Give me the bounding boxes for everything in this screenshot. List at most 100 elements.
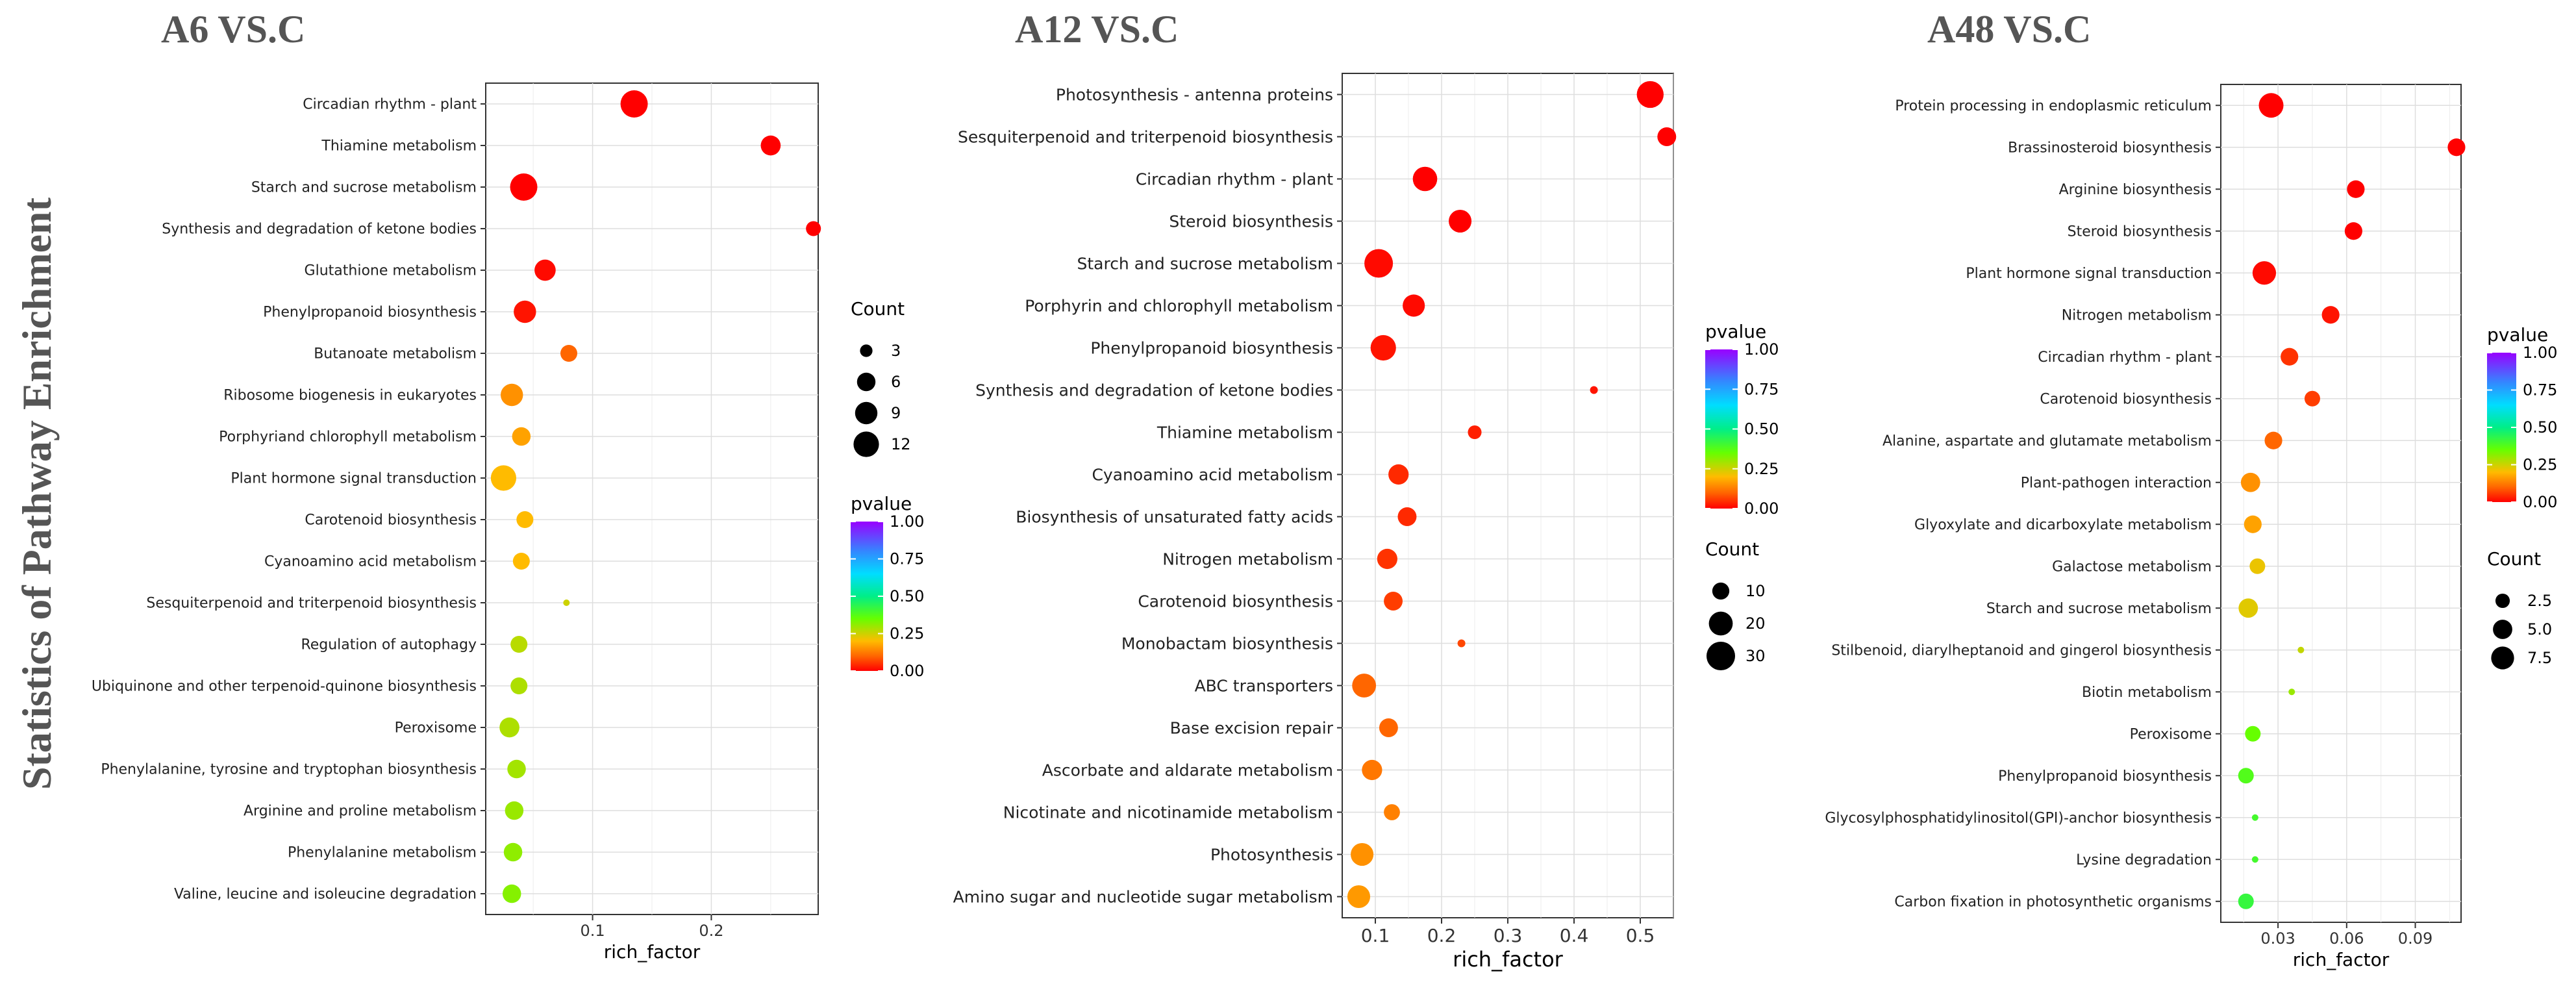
data-point xyxy=(507,759,526,779)
category-label: Porphyrin and chlorophyll metabolism xyxy=(1025,296,1333,315)
legend-colorbar-label: 0.00 xyxy=(890,662,924,680)
legend-colorbar-label: 0.00 xyxy=(2523,493,2557,511)
category-label: Synthesis and degradation of ketone bodi… xyxy=(162,221,477,238)
category-label: Porphyriand chlorophyll metabolism xyxy=(219,429,477,446)
category-label: Plant hormone signal transduction xyxy=(1966,266,2212,282)
legend-colorbar xyxy=(851,522,883,671)
data-point xyxy=(2238,598,2258,618)
category-label: Cyanoamino acid metabolism xyxy=(1092,465,1333,484)
legend-colorbar-label: 0.75 xyxy=(1744,380,1779,398)
x-axis-label: rich_factor xyxy=(2293,949,2390,970)
category-label: Steroid biosynthesis xyxy=(2068,223,2212,240)
x-tick-label: 0.1 xyxy=(1361,925,1390,946)
category-label: Ribosome biogenesis in eukaryotes xyxy=(223,388,477,404)
category-label: Starch and sucrose metabolism xyxy=(1077,254,1333,273)
category-label: Glutathione metabolism xyxy=(305,263,477,279)
data-point xyxy=(1388,464,1409,485)
side-title: Statistics of Pathway Enrichment xyxy=(14,197,60,790)
data-point xyxy=(510,173,538,201)
category-label: Butanoate metabolism xyxy=(314,346,477,362)
category-label: Galactose metabolism xyxy=(2052,559,2212,575)
category-label: Nicotinate and nicotinamide metabolism xyxy=(1003,803,1333,822)
legend-colorbar-label: 0.25 xyxy=(2523,456,2557,474)
category-label: Thiamine metabolism xyxy=(321,138,477,155)
legend-size-label: 2.5 xyxy=(2527,592,2552,610)
category-label: Biosynthesis of unsaturated fatty acids xyxy=(1016,507,1333,526)
data-point xyxy=(2304,390,2320,407)
data-point xyxy=(1457,639,1466,648)
category-label: Glyoxylate and dicarboxylate metabolism xyxy=(1914,517,2212,533)
x-tick-label: 0.3 xyxy=(1494,925,1523,946)
x-tick-label: 0.4 xyxy=(1560,925,1589,946)
category-label: Brassinosteroid biosynthesis xyxy=(2008,140,2212,156)
category-label: Ubiquinone and other terpenoid-quinone b… xyxy=(92,679,477,695)
category-label: Plant hormone signal transduction xyxy=(231,471,477,487)
data-point xyxy=(1468,425,1482,440)
data-point xyxy=(560,345,577,362)
category-label: Thiamine metabolism xyxy=(1157,423,1333,442)
data-point xyxy=(2238,893,2254,909)
category-label: Sesquiterpenoid and triterpenoid biosynt… xyxy=(146,596,477,612)
category-label: Nitrogen metabolism xyxy=(1162,549,1333,568)
category-label: Peroxisome xyxy=(395,720,477,737)
plot-area xyxy=(2220,84,2462,923)
legend-colorbar-label: 1.00 xyxy=(890,512,924,531)
data-point xyxy=(2251,814,2258,821)
legend-size-marker xyxy=(853,431,879,457)
legend-count-title: Count xyxy=(1705,538,1759,560)
legend-size-label: 20 xyxy=(1745,614,1766,633)
data-point xyxy=(1347,885,1371,909)
category-label: Photosynthesis - antenna proteins xyxy=(1056,85,1333,104)
data-point xyxy=(516,511,534,528)
legend-count-title: Count xyxy=(851,298,905,320)
data-point xyxy=(499,717,519,738)
x-tick-label: 0.03 xyxy=(2260,929,2295,948)
category-label: Valine, leucine and isoleucine degradati… xyxy=(174,887,477,903)
category-label: Phenylpropanoid biosynthesis xyxy=(1998,768,2212,785)
data-point xyxy=(2264,431,2282,449)
legend-size-marker xyxy=(857,372,876,392)
legend-pvalue-title: pvalue xyxy=(2487,324,2548,346)
data-point xyxy=(490,465,517,491)
data-point xyxy=(1590,386,1598,394)
data-point xyxy=(2288,688,2295,696)
data-point xyxy=(1352,674,1377,698)
category-label: Starch and sucrose metabolism xyxy=(1986,601,2212,617)
data-point xyxy=(1636,81,1664,108)
category-label: Protein processing in endoplasmic reticu… xyxy=(1895,98,2212,114)
data-point xyxy=(503,842,523,862)
data-point xyxy=(2238,768,2254,784)
data-point xyxy=(502,884,521,903)
category-label: Nitrogen metabolism xyxy=(2062,307,2212,323)
category-label: Circadian rhythm - plant xyxy=(2038,349,2212,366)
legend-colorbar-label: 0.50 xyxy=(890,587,924,605)
data-point xyxy=(2297,646,2305,653)
legend-colorbar-label: 0.25 xyxy=(1744,460,1779,478)
x-tick-label: 0.06 xyxy=(2329,929,2364,948)
category-label: Arginine biosynthesis xyxy=(2059,182,2212,198)
legend-size-marker xyxy=(1712,582,1730,600)
category-label: Carotenoid biosynthesis xyxy=(2040,391,2212,407)
legend-colorbar xyxy=(1705,349,1738,509)
category-label: Synthesis and degradation of ketone bodi… xyxy=(975,381,1333,399)
legend-colorbar-label: 1.00 xyxy=(2523,344,2557,362)
category-label: Phenylpropanoid biosynthesis xyxy=(1090,338,1333,357)
category-label: Arginine and proline metabolism xyxy=(244,803,477,820)
data-point xyxy=(534,259,556,281)
data-point xyxy=(1379,718,1398,737)
legend-colorbar-label: 0.75 xyxy=(890,550,924,568)
data-point xyxy=(505,801,524,820)
legend-size-marker xyxy=(1707,642,1735,670)
data-point xyxy=(620,90,648,118)
x-axis-label: rich_factor xyxy=(604,941,701,963)
x-tick-label: 0.2 xyxy=(1427,925,1457,946)
x-axis-label: rich_factor xyxy=(1453,947,1564,972)
data-point xyxy=(760,135,781,156)
category-label: Glycosylphosphatidylinositol(GPI)-anchor… xyxy=(1825,810,2212,826)
legend-colorbar-label: 0.00 xyxy=(1744,499,1779,518)
category-label: ABC transporters xyxy=(1195,676,1333,695)
category-label: Carbon fixation in photosynthetic organi… xyxy=(1894,894,2212,910)
category-label: Circadian rhythm - plant xyxy=(1136,170,1333,188)
data-point xyxy=(2321,306,2340,324)
data-point xyxy=(1370,334,1396,361)
